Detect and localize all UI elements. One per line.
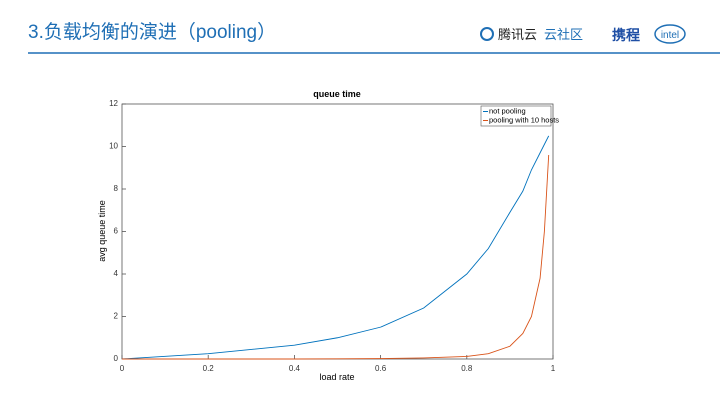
plot-frame <box>121 103 554 360</box>
chart-title: queue time <box>313 89 361 99</box>
legend-label: not pooling <box>489 106 526 115</box>
logo-text: intel <box>661 30 679 41</box>
x-tick-label: 0.8 <box>461 364 473 373</box>
y-tick-label: 6 <box>114 227 119 236</box>
x-tick-label: 0.2 <box>203 364 215 373</box>
series-line <box>122 154 550 360</box>
logo-icon <box>654 24 686 44</box>
logo-text: 腾讯云 <box>498 27 537 42</box>
legend-box <box>480 105 552 127</box>
x-tick-label: 0.6 <box>375 364 387 373</box>
y-tick-label: 4 <box>114 269 119 278</box>
y-axis-label: avg queue time <box>97 200 107 262</box>
legend-label: pooling with 10 hosts <box>489 115 559 124</box>
logo-text: 云社区 <box>544 27 583 42</box>
x-tick-label: 0 <box>120 364 125 373</box>
y-tick-label: 12 <box>109 99 118 108</box>
y-tick-label: 2 <box>114 312 119 321</box>
y-tick-label: 8 <box>114 184 119 193</box>
y-tick-label: 0 <box>114 354 119 363</box>
logo-icon <box>480 27 494 41</box>
x-tick-label: 1 <box>551 364 556 373</box>
x-tick-label: 0.4 <box>289 364 301 373</box>
y-tick-label: 10 <box>109 142 118 151</box>
series-line <box>121 135 550 360</box>
x-axis-label: load rate <box>319 372 354 382</box>
slide-title: 3.负载均衡的演进（pooling） <box>28 21 276 43</box>
logo-text: 携程 <box>612 27 640 43</box>
